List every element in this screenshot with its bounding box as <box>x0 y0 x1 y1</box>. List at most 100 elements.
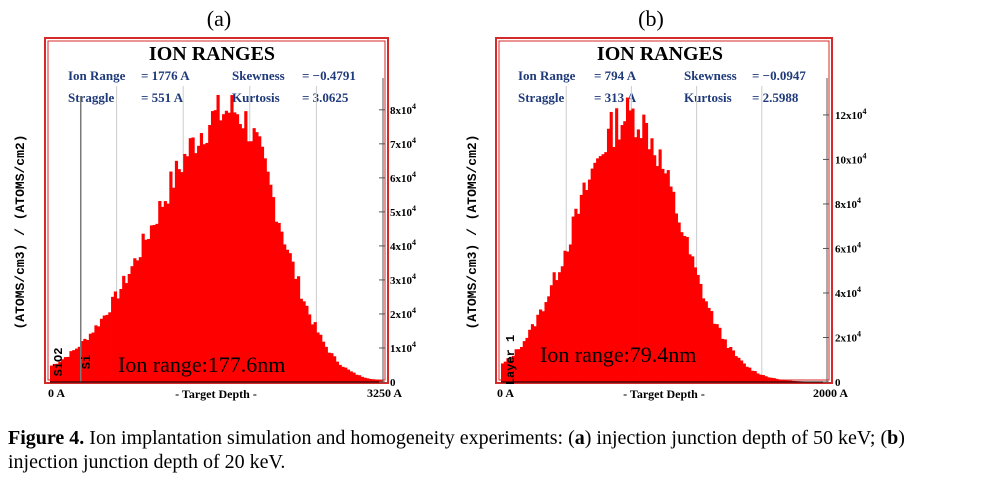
histogram-bar <box>338 364 342 382</box>
histogram-bar <box>133 258 137 382</box>
histogram-bar <box>691 256 695 382</box>
stat-name-ion-range: Ion Range <box>518 68 576 83</box>
histogram-bar <box>94 325 98 382</box>
histogram-bar <box>748 367 752 382</box>
y-tick-mantissa: 4x10 <box>835 288 858 300</box>
y-axis-label: (ATOMS/cm3) / (ATOMS/cm2) <box>13 134 28 329</box>
histogram-bar <box>52 363 56 382</box>
histogram-bar <box>330 353 334 382</box>
histogram-bar <box>696 274 700 382</box>
histogram-bar <box>628 110 632 382</box>
histogram-bar <box>525 337 529 382</box>
histogram-bar <box>783 380 787 382</box>
y-tick-mantissa: 0 <box>835 377 841 389</box>
x-axis-label: - Target Depth - <box>175 387 257 401</box>
y-tick-label: 6x104 <box>835 240 861 255</box>
y-tick-exponent: 4 <box>412 102 416 111</box>
histogram-bar <box>288 253 292 382</box>
histogram-bar <box>205 142 209 382</box>
histogram-bar <box>294 278 298 382</box>
histogram-bar <box>285 249 290 382</box>
stat-name-straggle: Straggle <box>68 90 114 105</box>
histogram-bar <box>191 137 195 382</box>
histogram-bar <box>778 379 782 382</box>
histogram-bar <box>685 236 689 382</box>
histogram-bar <box>574 208 578 382</box>
histogram-bar <box>677 222 681 382</box>
histogram-bar <box>116 298 120 382</box>
histogram-bar <box>707 307 711 382</box>
histogram-bar <box>639 138 643 382</box>
histogram-bar <box>111 296 115 382</box>
histogram-bar <box>105 314 109 382</box>
histogram-bar <box>136 260 140 382</box>
histogram-bar <box>590 168 594 382</box>
ion-range-annotation: Ion range:177.6nm <box>118 352 285 377</box>
x-tick-label: 2000 A <box>813 386 848 400</box>
histogram-bar <box>208 124 212 382</box>
caption-text-3: ) injection junction depth of 20 keV. <box>8 427 905 473</box>
chart-title: ION RANGES <box>149 43 275 65</box>
y-tick-label: 4x104 <box>835 285 861 300</box>
histogram-bar <box>224 110 228 382</box>
histogram-bar <box>718 327 722 382</box>
caption-label: Figure 4. <box>8 427 85 449</box>
histogram-bar <box>530 324 534 382</box>
histogram-bar <box>582 182 586 382</box>
histogram-bar <box>764 376 768 382</box>
histogram-bar <box>252 128 256 382</box>
y-tick-label: 12x104 <box>835 107 867 122</box>
histogram-bar <box>374 379 378 382</box>
histogram-bar <box>558 272 562 382</box>
y-tick-mantissa: 0 <box>390 377 396 389</box>
histogram-bar <box>86 339 90 382</box>
histogram-bar <box>199 133 204 382</box>
histogram-bar <box>560 266 564 382</box>
y-tick-exponent: 4 <box>412 136 416 145</box>
histogram-bar <box>263 158 267 382</box>
histogram-bar <box>517 349 521 382</box>
histogram-bar <box>55 363 59 382</box>
histogram-bar <box>291 261 295 382</box>
y-tick-mantissa: 2x10 <box>390 309 413 321</box>
histogram-bar <box>710 311 714 382</box>
histogram-bar <box>219 120 223 383</box>
histogram-bar <box>269 184 273 382</box>
stat-value-skewness: = −0.0947 <box>752 68 806 83</box>
histogram-bar <box>333 356 337 382</box>
y-tick-label: 2x104 <box>390 306 416 321</box>
histogram-bar <box>579 194 583 382</box>
histogram-bar <box>731 350 736 382</box>
histogram-bar <box>653 155 657 382</box>
histogram-bar <box>152 224 156 382</box>
histogram-bar <box>650 138 654 382</box>
y-tick-exponent: 4 <box>857 196 861 205</box>
histogram-bar <box>299 298 303 382</box>
histogram-bar <box>712 323 717 382</box>
histogram-bar <box>124 283 129 382</box>
histogram-bar <box>655 166 659 382</box>
y-tick-mantissa: 12x10 <box>835 110 863 122</box>
histogram-bar <box>355 374 359 382</box>
histogram-bar <box>506 358 510 382</box>
histogram-bar <box>555 280 559 382</box>
histogram-bar <box>88 333 93 382</box>
histogram-bar <box>666 170 670 382</box>
histogram-bar <box>780 379 784 382</box>
histogram-bar <box>274 221 278 382</box>
y-tick-label: 8x104 <box>835 196 861 211</box>
histogram-bar <box>169 171 173 382</box>
histogram-bar <box>241 128 245 382</box>
histogram-bar <box>222 114 226 382</box>
histogram-bar <box>520 347 524 382</box>
histogram-bar <box>346 369 351 382</box>
histogram-bar <box>623 121 627 383</box>
histogram-bar <box>119 288 123 382</box>
histogram-bar <box>699 283 703 382</box>
histogram <box>50 94 384 383</box>
histogram-bar <box>702 298 706 382</box>
histogram-bar <box>324 346 328 382</box>
y-tick-label: 2x104 <box>835 329 861 344</box>
histogram-bar <box>753 371 757 382</box>
